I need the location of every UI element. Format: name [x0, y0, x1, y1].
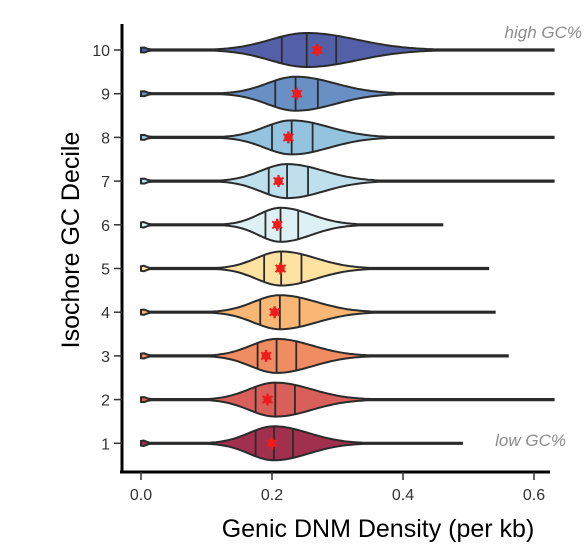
y-tick-label-4: 4 [101, 305, 110, 322]
violin-shape-4 [140, 294, 496, 331]
y-tick-label-10: 10 [92, 43, 110, 60]
violin-shape-2 [140, 381, 555, 418]
x-tick-label-3: 0.6 [523, 487, 545, 504]
violin-shape-9 [140, 75, 555, 112]
annotation-high-gc: high GC% [505, 23, 582, 42]
violin-decile-5 [140, 250, 490, 287]
mean-marker-9 [291, 87, 303, 100]
violin-shape-7 [140, 163, 555, 200]
mean-marker-8 [282, 131, 294, 144]
violin-shape-5 [140, 250, 490, 287]
axes-layer [120, 24, 550, 474]
mean-marker-6 [271, 218, 283, 231]
violin-shape-6 [140, 206, 444, 243]
y-tick-label-8: 8 [101, 130, 110, 147]
violin-decile-1 [140, 425, 463, 462]
annotation-low-gc: low GC% [495, 431, 566, 450]
mean-marker-10 [311, 44, 323, 56]
y-axis-title: Isochore GC Decile [57, 132, 85, 349]
violin-decile-7 [140, 163, 555, 200]
x-tick-label-2: 0.4 [392, 487, 414, 504]
y-tick-label-1: 1 [101, 436, 110, 453]
x-tick-label-0: 0.0 [130, 487, 152, 504]
y-tick-label-3: 3 [101, 349, 110, 366]
violin-decile-9 [140, 75, 555, 112]
violin-decile-3 [140, 337, 509, 374]
x-tick-label-1: 0.2 [261, 487, 283, 504]
violin-shape-10 [140, 32, 555, 68]
ticks-layer: 1 2 3 4 5 6 7 8 9 10 0.0 0.2 0.4 0.6 [92, 43, 545, 504]
violin-shape-8 [140, 119, 555, 156]
violin-decile-10 [140, 32, 555, 68]
violin-decile-2 [140, 381, 555, 418]
mean-marker-1 [266, 437, 278, 450]
mean-marker-4 [269, 306, 281, 319]
violin-decile-6 [140, 206, 444, 243]
y-tick-label-9: 9 [101, 87, 110, 104]
mean-marker-2 [261, 393, 273, 406]
violins-layer [140, 32, 555, 462]
mean-marker-7 [272, 175, 285, 188]
y-tick-label-7: 7 [101, 174, 110, 191]
violin-decile-8 [140, 119, 555, 156]
mean-marker-3 [260, 349, 272, 362]
violin-shape-1 [140, 425, 463, 462]
y-tick-label-5: 5 [101, 262, 110, 279]
y-tick-label-2: 2 [101, 393, 110, 410]
x-axis-title: Genic DNM Density (per kb) [222, 515, 535, 543]
mean-marker-5 [274, 262, 287, 275]
violin-shape-3 [140, 337, 509, 374]
y-tick-label-6: 6 [101, 218, 110, 235]
violin-decile-4 [140, 294, 496, 331]
